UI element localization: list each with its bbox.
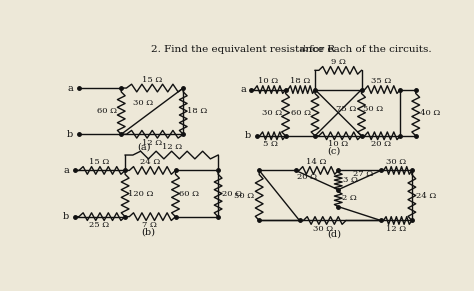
Text: 10 Ω: 10 Ω bbox=[258, 77, 279, 85]
Text: 35 Ω: 35 Ω bbox=[371, 77, 391, 85]
Text: (b): (b) bbox=[141, 228, 155, 237]
Text: for each of the circuits.: for each of the circuits. bbox=[306, 45, 431, 54]
Text: ab: ab bbox=[300, 45, 309, 53]
Text: a: a bbox=[64, 166, 69, 175]
Text: 18 Ω: 18 Ω bbox=[290, 77, 310, 85]
Text: 20 Ω: 20 Ω bbox=[222, 189, 242, 198]
Text: 120 Ω: 120 Ω bbox=[128, 189, 153, 198]
Text: 25 Ω: 25 Ω bbox=[90, 221, 109, 229]
Text: 15 Ω: 15 Ω bbox=[142, 76, 163, 84]
Text: 20 Ω: 20 Ω bbox=[371, 140, 391, 148]
Text: (c): (c) bbox=[328, 147, 341, 156]
Text: (d): (d) bbox=[328, 230, 341, 239]
Text: 50 Ω: 50 Ω bbox=[363, 105, 383, 113]
Text: b: b bbox=[63, 212, 69, 221]
Text: 24 Ω: 24 Ω bbox=[416, 192, 436, 200]
Text: 60 Ω: 60 Ω bbox=[97, 107, 117, 115]
Text: 60 Ω: 60 Ω bbox=[180, 189, 200, 198]
Text: a: a bbox=[240, 85, 246, 94]
Text: 27 Ω: 27 Ω bbox=[353, 170, 373, 178]
Text: 3 Ω: 3 Ω bbox=[343, 176, 358, 184]
Text: 14 Ω: 14 Ω bbox=[306, 158, 327, 166]
Text: 24 Ω: 24 Ω bbox=[140, 158, 160, 166]
Text: 30 Ω: 30 Ω bbox=[313, 225, 333, 233]
Text: b: b bbox=[245, 131, 251, 140]
Text: 12 Ω: 12 Ω bbox=[142, 139, 162, 147]
Text: 20 Ω: 20 Ω bbox=[297, 173, 317, 181]
Text: 15 Ω: 15 Ω bbox=[90, 158, 109, 166]
Text: 12 Ω: 12 Ω bbox=[386, 225, 406, 233]
Text: 60 Ω: 60 Ω bbox=[291, 109, 311, 117]
Text: (a): (a) bbox=[138, 143, 151, 152]
Text: b: b bbox=[67, 130, 73, 139]
Text: 18 Ω: 18 Ω bbox=[187, 107, 207, 115]
Text: 2. Find the equivalent resistance R: 2. Find the equivalent resistance R bbox=[151, 45, 335, 54]
Text: 12 Ω: 12 Ω bbox=[162, 143, 182, 150]
Text: 5 Ω: 5 Ω bbox=[264, 140, 278, 148]
Text: 30 Ω: 30 Ω bbox=[262, 109, 282, 117]
Text: 30 Ω: 30 Ω bbox=[386, 158, 406, 166]
Text: 75 Ω: 75 Ω bbox=[336, 105, 356, 113]
Text: 2 Ω: 2 Ω bbox=[342, 194, 356, 202]
Text: a: a bbox=[67, 84, 73, 93]
Text: 40 Ω: 40 Ω bbox=[419, 109, 440, 117]
Text: 9 Ω: 9 Ω bbox=[331, 58, 346, 66]
Text: 50 Ω: 50 Ω bbox=[234, 192, 254, 200]
Text: 30 Ω: 30 Ω bbox=[133, 100, 153, 107]
Text: 10 Ω: 10 Ω bbox=[328, 140, 348, 148]
Text: 7 Ω: 7 Ω bbox=[143, 221, 157, 229]
